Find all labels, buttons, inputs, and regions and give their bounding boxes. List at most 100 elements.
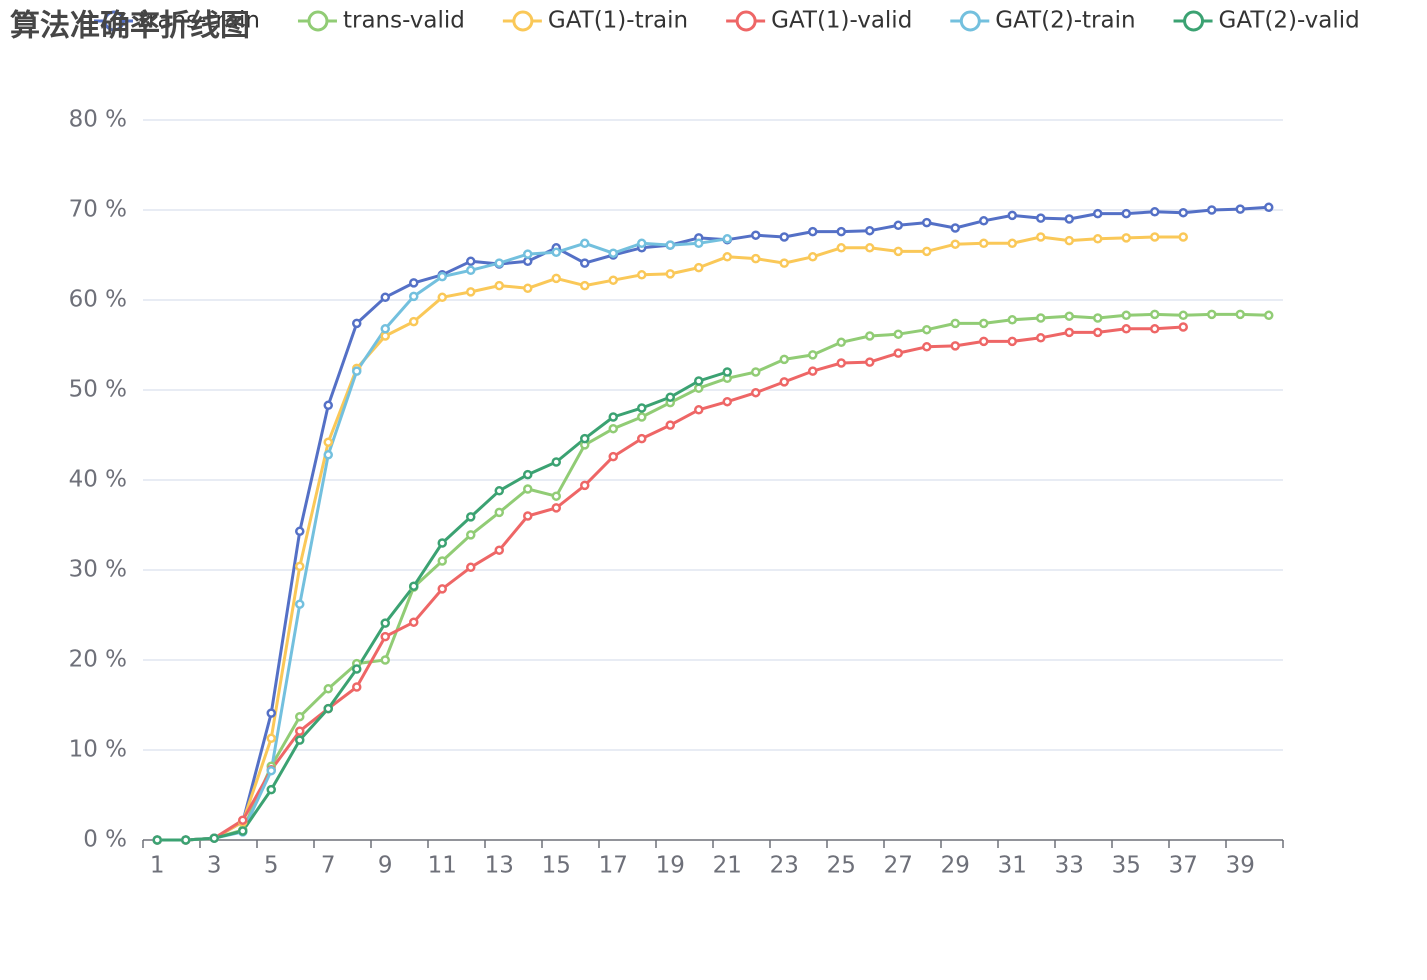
data-point <box>295 561 305 572</box>
data-point <box>893 220 903 231</box>
data-point <box>1150 207 1160 217</box>
y-tick-label: 60 % <box>69 287 127 313</box>
data-point <box>266 733 276 744</box>
data-point <box>551 273 561 284</box>
data-point <box>1007 238 1017 249</box>
data-point <box>665 392 675 402</box>
data-point <box>922 342 932 352</box>
data-point <box>437 556 447 566</box>
data-point <box>836 337 846 348</box>
data-point <box>865 225 875 236</box>
data-point <box>238 826 248 836</box>
data-point <box>1121 233 1131 243</box>
x-tick-label: 37 <box>1169 853 1198 879</box>
data-point <box>1093 208 1103 219</box>
data-point <box>580 280 590 291</box>
y-tick-label: 70 % <box>69 197 127 223</box>
data-point <box>608 423 618 434</box>
x-tick-label: 21 <box>713 853 742 879</box>
data-point <box>1264 310 1274 321</box>
legend-icon <box>103 10 125 32</box>
x-tick-label: 19 <box>656 853 685 879</box>
data-point <box>1064 235 1074 246</box>
data-point <box>380 292 390 303</box>
data-point <box>751 367 761 377</box>
data-point <box>1178 207 1188 218</box>
data-point <box>1178 232 1188 242</box>
data-point <box>409 291 419 302</box>
data-point <box>1093 327 1103 338</box>
data-point <box>665 420 675 430</box>
data-point <box>665 269 675 279</box>
x-tick-label: 39 <box>1226 853 1255 879</box>
data-point <box>1207 205 1217 215</box>
data-point <box>836 243 846 253</box>
data-point <box>551 247 561 258</box>
x-tick-label: 9 <box>378 853 393 879</box>
y-tick-label: 80 % <box>69 107 127 133</box>
data-point <box>751 253 761 264</box>
data-point <box>836 358 846 368</box>
data-point <box>722 367 732 377</box>
data-point <box>608 275 618 285</box>
data-point <box>494 486 504 496</box>
data-point <box>637 412 647 422</box>
data-point <box>380 655 390 665</box>
data-point <box>779 377 789 387</box>
data-point <box>380 631 390 642</box>
y-tick-label: 50 % <box>69 377 127 403</box>
data-point <box>893 348 903 358</box>
data-point <box>494 545 504 555</box>
x-tick-label: 7 <box>321 853 336 879</box>
x-tick-label: 23 <box>770 853 799 879</box>
data-point <box>352 664 362 674</box>
data-point <box>323 703 333 714</box>
data-point <box>266 708 276 718</box>
plot: 0 %10 %20 %30 %40 %50 %60 %70 %80 %1 3 5 7 9… <box>69 107 1284 879</box>
data-point <box>637 403 647 413</box>
data-point <box>580 238 590 249</box>
legend-icon <box>1183 10 1205 32</box>
chart-title: 算法准确率折线图 <box>10 9 250 44</box>
data-point <box>1093 313 1103 323</box>
data-point <box>1036 333 1046 343</box>
data-point <box>950 223 960 233</box>
data-point <box>551 503 561 513</box>
data-point <box>608 248 618 258</box>
data-point <box>1036 232 1046 242</box>
data-point <box>1064 214 1074 224</box>
data-point <box>323 450 333 460</box>
x-tick-label: 15 <box>542 853 571 879</box>
data-point <box>181 835 191 845</box>
legend-label: GAT(1)-valid <box>771 8 912 34</box>
data-point <box>551 491 561 501</box>
data-point <box>779 232 789 242</box>
data-point <box>922 217 932 228</box>
data-point <box>523 283 533 294</box>
legend: trans-train trans-valid GAT(1)-train GAT(1)… <box>94 8 1360 34</box>
data-point <box>409 581 419 591</box>
data-point <box>1121 324 1131 334</box>
data-point <box>1150 309 1160 320</box>
data-point <box>1178 310 1188 321</box>
x-tick-label: 25 <box>827 853 856 879</box>
data-point <box>779 354 789 365</box>
data-point <box>1264 202 1274 213</box>
data-point <box>1207 309 1217 320</box>
x-tick-label: 13 <box>485 853 514 879</box>
data-point <box>380 324 390 334</box>
data-point <box>1150 324 1160 334</box>
data-point <box>352 318 362 329</box>
data-point <box>295 599 305 609</box>
data-point <box>665 240 675 250</box>
data-point <box>1150 232 1160 242</box>
data-point <box>580 433 590 444</box>
data-point <box>722 396 732 407</box>
data-point <box>494 507 504 518</box>
data-point <box>437 271 447 282</box>
legend-label: GAT(2)-train <box>995 8 1135 34</box>
data-point <box>409 316 419 327</box>
data-point <box>722 234 732 244</box>
x-tick-label: 27 <box>884 853 913 879</box>
series-line <box>157 312 1269 842</box>
